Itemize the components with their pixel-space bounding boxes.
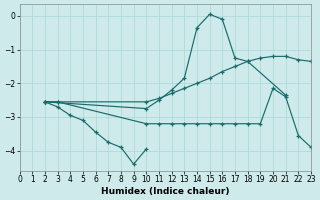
X-axis label: Humidex (Indice chaleur): Humidex (Indice chaleur): [101, 187, 229, 196]
